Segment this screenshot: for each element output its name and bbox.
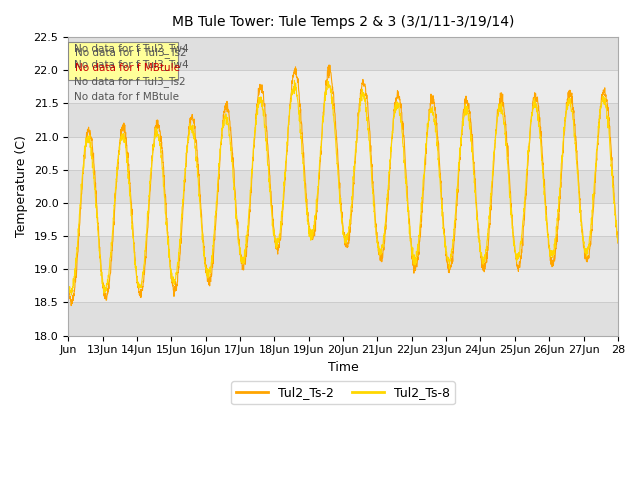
Tul2_Ts-2 bbox=[176, 252, 184, 258]
Legend: Tul2_Ts-2, Tul2_Ts-8: Tul2_Ts-2, Tul2_Ts-8 bbox=[232, 381, 454, 404]
Text: No data for f MBtule: No data for f MBtule bbox=[74, 92, 179, 102]
Tul2_Ts-8 bbox=[68, 292, 76, 298]
Text: No data for f Tul3_Ts2: No data for f Tul3_Ts2 bbox=[74, 76, 185, 87]
Tul2_Ts-8 bbox=[108, 242, 115, 248]
Tul2_Ts-8 bbox=[498, 105, 506, 111]
Line: Tul2_Ts-8: Tul2_Ts-8 bbox=[68, 80, 618, 295]
Text: No data for f Tul3_Ts2: No data for f Tul3_Ts2 bbox=[76, 47, 187, 58]
Tul2_Ts-2 bbox=[108, 258, 115, 264]
Line: Tul2_Ts-2: Tul2_Ts-2 bbox=[68, 65, 618, 306]
Tul2_Ts-8 bbox=[64, 282, 72, 288]
Text: No data for f Tul2_Tw4: No data for f Tul2_Tw4 bbox=[74, 43, 188, 54]
Bar bbox=[68, 170, 618, 203]
Tul2_Ts-2 bbox=[64, 281, 72, 287]
Text: No data for f MBtule: No data for f MBtule bbox=[76, 63, 180, 73]
Tul2_Ts-8 bbox=[367, 160, 374, 166]
Tul2_Ts-8 bbox=[614, 238, 621, 243]
Tul2_Ts-2 bbox=[67, 303, 75, 309]
Tul2_Ts-2 bbox=[367, 143, 374, 148]
Tul2_Ts-2 bbox=[183, 149, 191, 155]
FancyBboxPatch shape bbox=[68, 43, 178, 80]
Tul2_Ts-2 bbox=[325, 62, 333, 68]
Bar bbox=[68, 37, 618, 70]
Tul2_Ts-8 bbox=[291, 77, 298, 83]
Title: MB Tule Tower: Tule Temps 2 & 3 (3/1/11-3/19/14): MB Tule Tower: Tule Temps 2 & 3 (3/1/11-… bbox=[172, 15, 514, 29]
Y-axis label: Temperature (C): Temperature (C) bbox=[15, 135, 28, 237]
Bar bbox=[68, 302, 618, 336]
Tul2_Ts-2 bbox=[230, 164, 237, 169]
Tul2_Ts-8 bbox=[176, 242, 184, 248]
Text: No data for f Tul3_Tw4: No data for f Tul3_Tw4 bbox=[74, 60, 188, 71]
Tul2_Ts-8 bbox=[230, 180, 237, 185]
Tul2_Ts-8 bbox=[183, 148, 191, 154]
X-axis label: Time: Time bbox=[328, 361, 358, 374]
Tul2_Ts-2 bbox=[498, 99, 506, 105]
Bar bbox=[68, 236, 618, 269]
Tul2_Ts-2 bbox=[614, 240, 621, 246]
Bar bbox=[68, 104, 618, 137]
